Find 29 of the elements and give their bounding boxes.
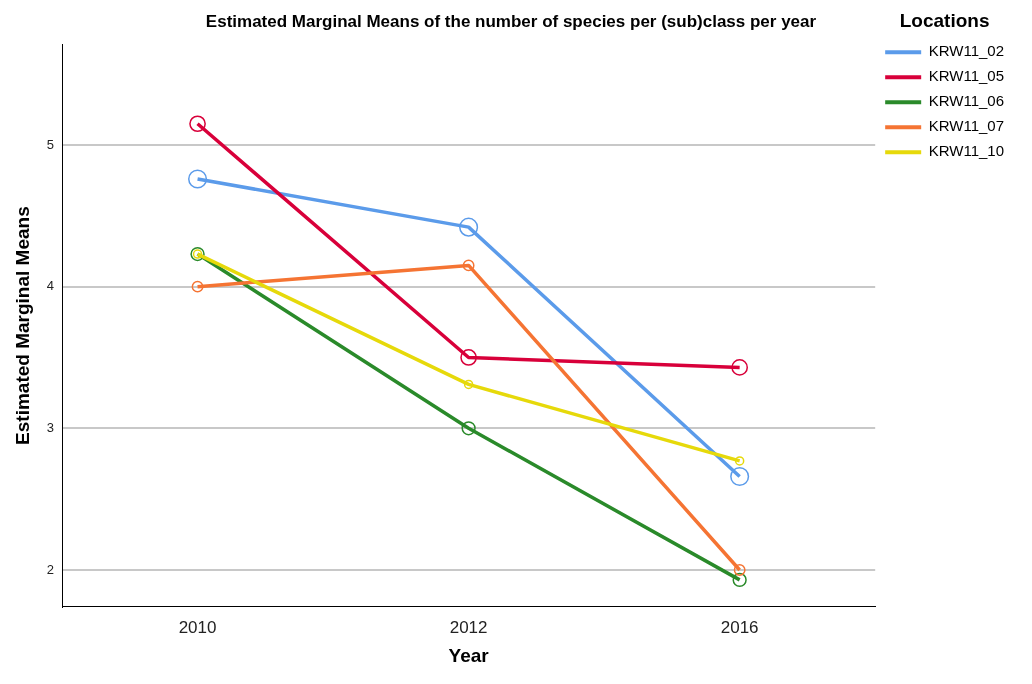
- point: [732, 572, 747, 588]
- point: [188, 169, 208, 189]
- y-tick-label: 2: [46, 561, 55, 577]
- point: [731, 359, 748, 376]
- y-tick-label: 3: [46, 419, 55, 435]
- y-tick-label: 5: [46, 136, 55, 152]
- legend-label: KRW11_07: [928, 117, 1005, 135]
- legend-label: KRW11_05: [928, 67, 1005, 85]
- point: [463, 379, 474, 390]
- x-axis-title: Year: [448, 644, 490, 666]
- point: [189, 115, 206, 133]
- point: [459, 217, 479, 237]
- point: [462, 259, 475, 272]
- x-tick-label: 2010: [178, 617, 217, 637]
- chart-title: Estimated Marginal Means of the number of species per (sub)class per year: [205, 11, 817, 31]
- point: [730, 466, 750, 487]
- legend-label: KRW11_02: [928, 42, 1005, 60]
- legend-label: KRW11_06: [928, 92, 1005, 110]
- point: [460, 349, 477, 366]
- point: [461, 421, 476, 436]
- y-tick-label: 4: [46, 278, 55, 294]
- legend-label: KRW11_10: [928, 142, 1005, 160]
- x-tick-label: 2012: [449, 617, 488, 637]
- point: [734, 456, 745, 466]
- point: [191, 280, 204, 293]
- x-tick-label: 2016: [720, 617, 759, 637]
- legend-title: Locations: [899, 9, 990, 31]
- point: [733, 564, 746, 576]
- y-axis-title: Estimated Marginal Means: [11, 206, 33, 445]
